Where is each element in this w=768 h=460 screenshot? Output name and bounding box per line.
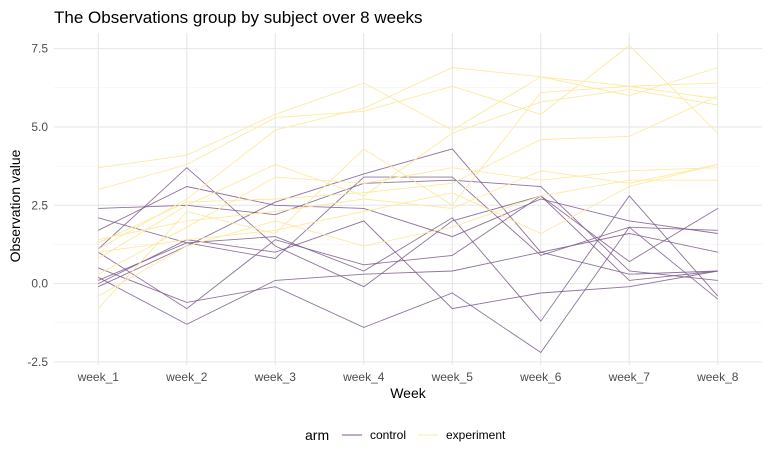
series-line-control <box>98 148 718 288</box>
x-tick-label: week_3 <box>254 370 297 384</box>
series-line-experiment <box>98 164 718 241</box>
series-line-experiment <box>98 95 718 244</box>
x-tick-label: week_8 <box>696 370 739 384</box>
series-line-experiment <box>98 167 718 275</box>
series-line-control <box>98 226 718 354</box>
x-tick-label: week_2 <box>165 370 208 384</box>
series-line-experiment <box>98 164 718 253</box>
y-tick-label: 7.5 <box>31 42 48 56</box>
legend-label-control: control <box>370 428 406 442</box>
series-line-experiment <box>98 88 718 259</box>
series-line-experiment <box>98 76 718 169</box>
series-line-control <box>98 195 719 310</box>
series-line-control <box>98 186 718 238</box>
x-tick-label: week_5 <box>431 370 474 384</box>
series-line-control <box>97 167 718 288</box>
chart-title: The Observations group by subject over 8… <box>54 8 423 27</box>
y-axis-title: Observation value <box>7 149 23 262</box>
legend-title: arm <box>305 427 329 443</box>
y-tick-label: 2.5 <box>31 198 48 212</box>
series-line-control <box>98 251 718 325</box>
y-tick-label: 0.0 <box>31 277 48 291</box>
legend-label-experiment: experiment <box>446 428 506 442</box>
x-tick-label: week_1 <box>77 370 120 384</box>
series-line-experiment <box>97 82 718 309</box>
grid <box>54 33 762 365</box>
x-tick-labels: week_1 week_2 week_3 week_4 week_5 week_6 week… <box>77 370 739 384</box>
series-line-experiment <box>98 179 718 297</box>
x-axis-title: Week <box>390 385 427 401</box>
x-tick-label: week_4 <box>342 370 385 384</box>
series-line-experiment <box>98 67 718 250</box>
series-lines <box>97 44 719 354</box>
series-line-control <box>98 179 718 281</box>
y-tick-labels: -2.5 0.0 2.5 5.0 7.5 <box>27 42 48 369</box>
x-tick-label: week_7 <box>608 370 651 384</box>
series-line-experiment <box>98 44 719 191</box>
y-tick-label: 5.0 <box>31 120 48 134</box>
x-tick-label: week_6 <box>519 370 562 384</box>
y-tick-label: -2.5 <box>27 355 48 369</box>
legend: arm control experiment <box>305 427 506 443</box>
